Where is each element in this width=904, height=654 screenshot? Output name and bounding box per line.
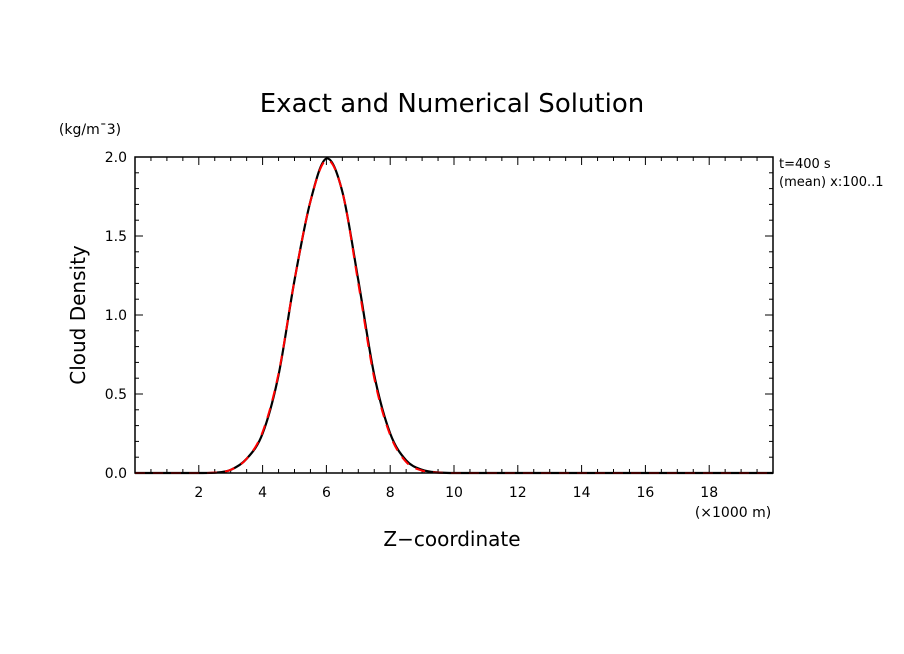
x-axis-unit: (×1000 m): [695, 505, 771, 521]
x-tick-label: 18: [700, 485, 718, 501]
series-lines: [135, 157, 773, 475]
y-tick-label: 0.0: [105, 466, 127, 482]
y-axis-unit: (kg/m¯3): [59, 122, 121, 138]
plot-frame: [134, 156, 774, 474]
annotation-time: t=400 s: [779, 157, 831, 172]
x-tick-label: 16: [636, 485, 654, 501]
y-tick-labels: 0.0 0.5 1.0 1.5 2.0: [105, 150, 127, 482]
x-tick-label: 12: [509, 485, 527, 501]
x-tick-label: 8: [386, 485, 395, 501]
x-tick-label: 14: [573, 485, 591, 501]
exact-series-line: [135, 157, 773, 475]
chart-title: Exact and Numerical Solution: [260, 89, 644, 119]
y-tick-label: 0.5: [105, 387, 127, 403]
y-tick-label: 2.0: [105, 150, 127, 166]
x-tick-label: 6: [322, 485, 331, 501]
y-tick-label: 1.0: [105, 308, 127, 324]
x-tick-label: 10: [445, 485, 463, 501]
y-axis-label: Cloud Density: [66, 245, 90, 385]
x-tick-labels: 2 4 6 8 10 12 14 16 18: [194, 485, 718, 501]
numerical-series-line: [135, 159, 773, 474]
x-tick-label: 2: [194, 485, 203, 501]
x-axis-label: Z−coordinate: [383, 527, 520, 551]
annotation-mean: (mean) x:100..1: [779, 175, 884, 190]
axis-ticks: [135, 157, 773, 473]
y-tick-label: 1.5: [105, 229, 127, 245]
x-tick-label: 4: [258, 485, 267, 501]
